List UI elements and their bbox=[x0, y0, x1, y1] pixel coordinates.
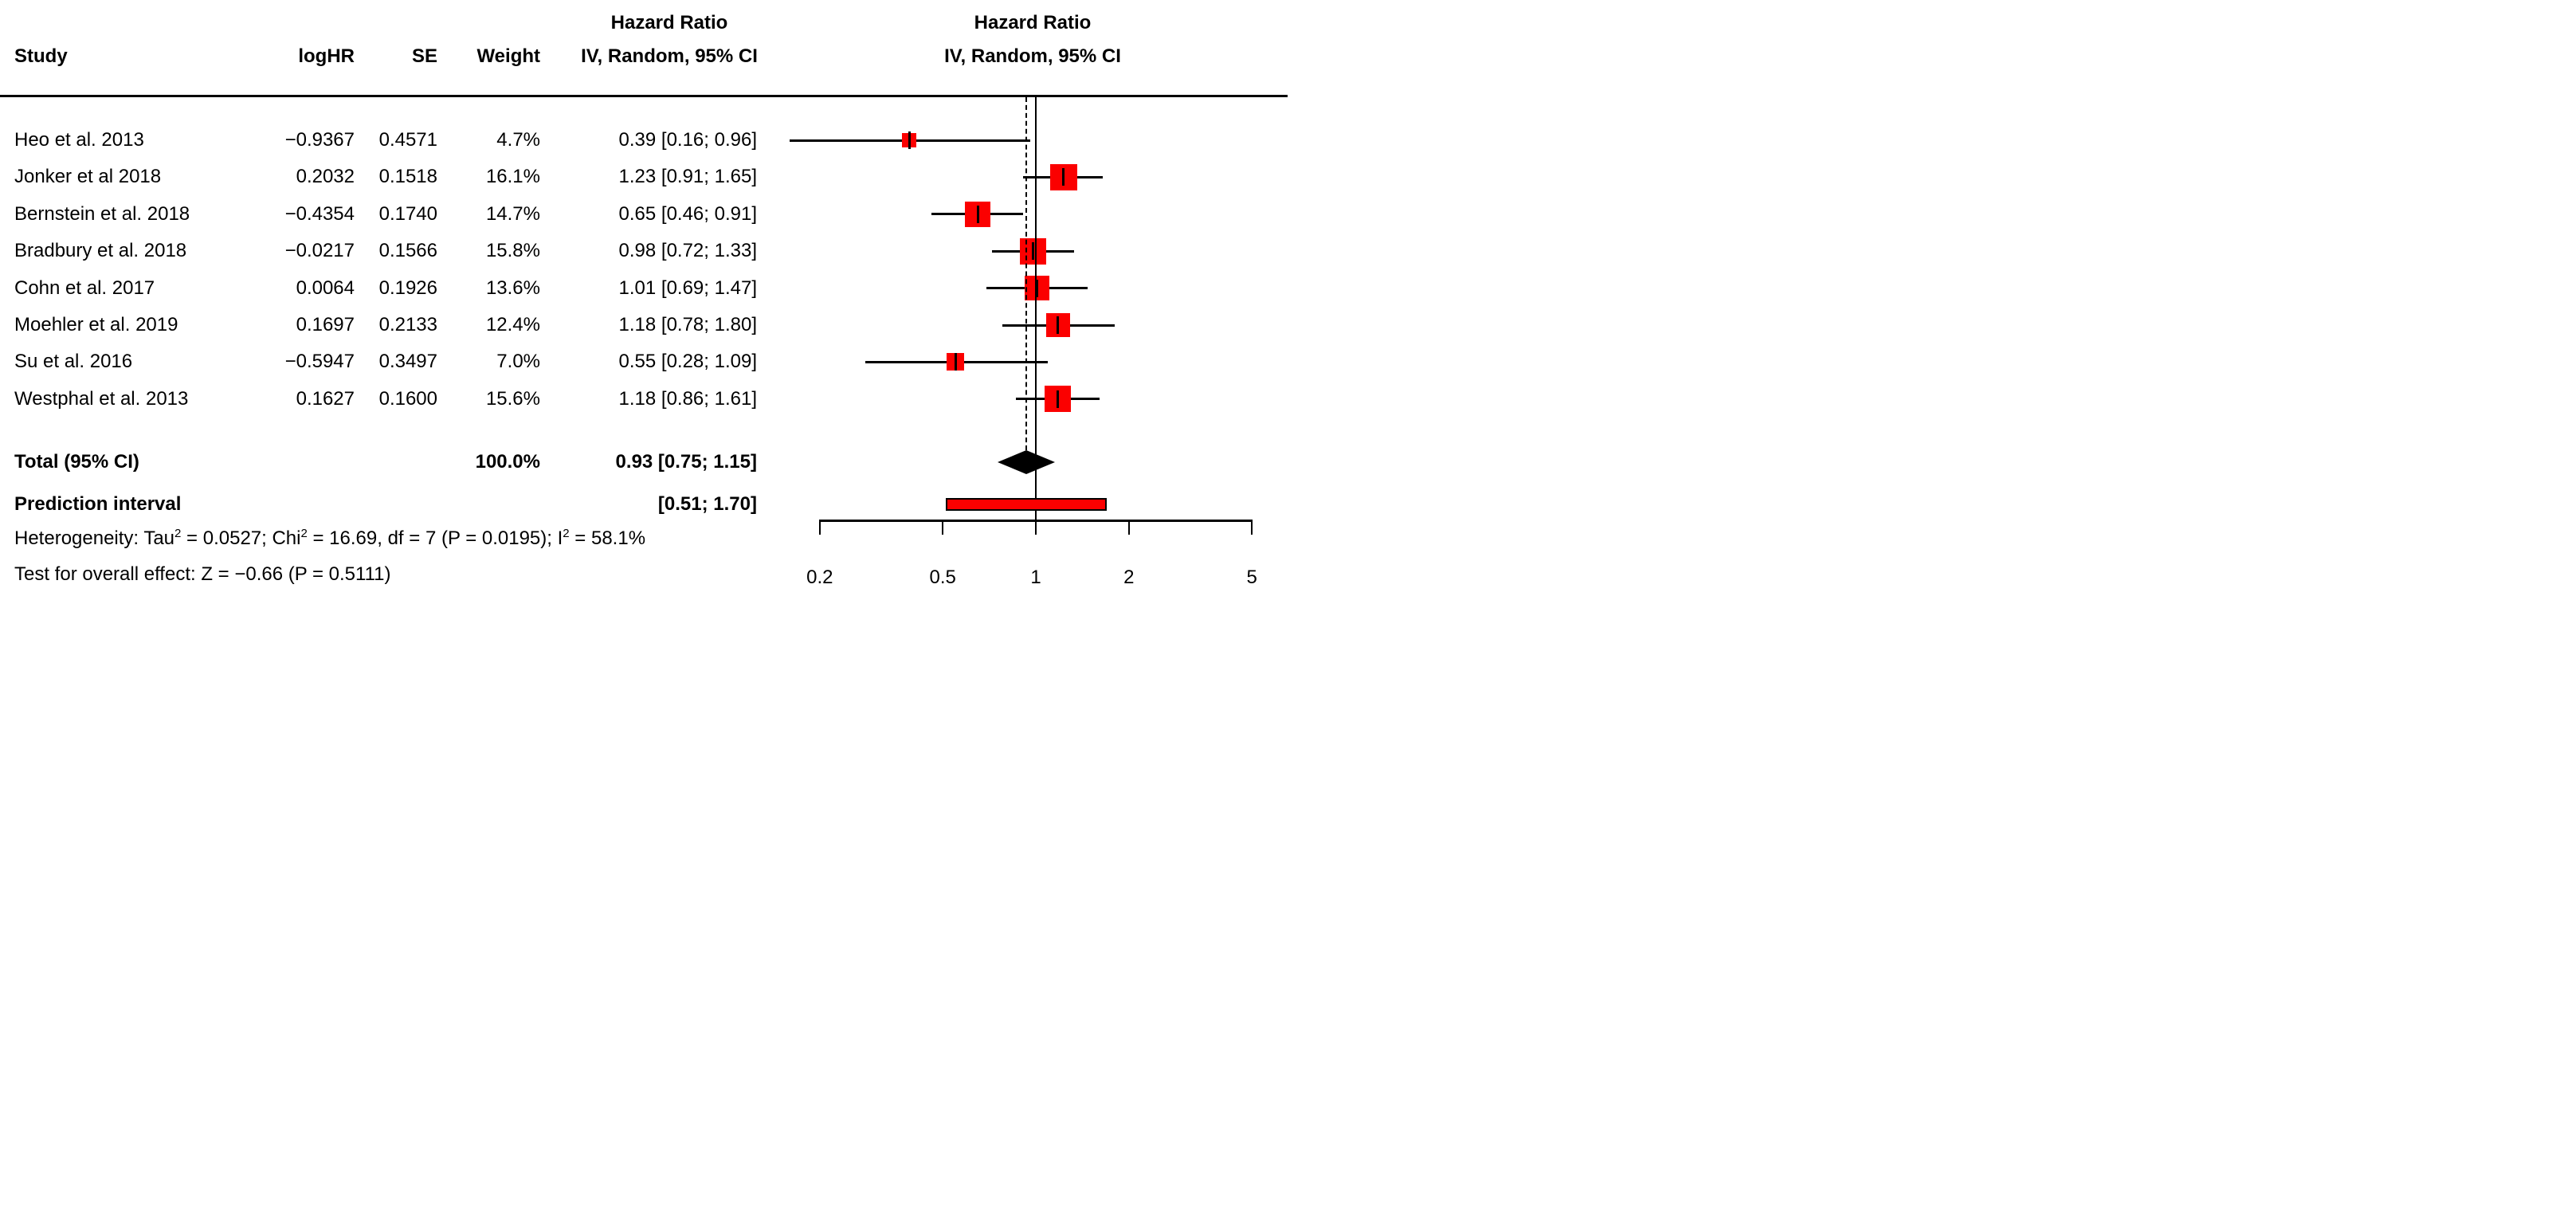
prediction-ci: [0.51; 1.70] bbox=[657, 493, 757, 515]
reference-line bbox=[1035, 96, 1037, 535]
effect-center-tick bbox=[1057, 316, 1060, 334]
se-value: 0.1518 bbox=[378, 166, 437, 188]
ci-value: 0.65 [0.46; 0.91] bbox=[618, 202, 757, 225]
prediction-interval-bar bbox=[945, 498, 1108, 511]
ci-value: 1.01 [0.69; 1.47] bbox=[618, 277, 757, 299]
effect-center-tick bbox=[976, 205, 979, 223]
study-label: Cohn et al. 2017 bbox=[14, 277, 155, 299]
x-axis-tick bbox=[1251, 520, 1253, 535]
se-value: 0.1926 bbox=[378, 277, 437, 299]
loghr-value: −0.9367 bbox=[284, 129, 355, 151]
loghr-value: 0.1697 bbox=[296, 314, 355, 335]
ci-value: 1.18 [0.86; 1.61] bbox=[618, 387, 757, 410]
weight-value: 15.6% bbox=[485, 387, 540, 410]
heterogeneity-note: Heterogeneity: Tau2 = 0.0527; Chi2 = 16.… bbox=[14, 527, 646, 549]
study-label: Westphal et al. 2013 bbox=[14, 387, 189, 410]
ci-value: 1.23 [0.91; 1.65] bbox=[618, 166, 757, 188]
effect-center-tick bbox=[1036, 279, 1039, 297]
se-value: 0.1740 bbox=[378, 202, 437, 225]
superscript: 2 bbox=[563, 527, 570, 540]
study-label: Moehler et al. 2019 bbox=[14, 314, 178, 335]
ci-value: 0.39 [0.16; 0.96] bbox=[618, 129, 757, 151]
superscript: 2 bbox=[174, 527, 182, 540]
prediction-label: Prediction interval bbox=[14, 493, 182, 515]
se-value: 0.4571 bbox=[378, 129, 437, 151]
x-axis-tick-label: 5 bbox=[1246, 567, 1257, 588]
weight-value: 7.0% bbox=[496, 351, 540, 373]
weight-value: 13.6% bbox=[485, 277, 540, 299]
total-weight: 100.0% bbox=[475, 451, 540, 473]
study-label: Jonker et al 2018 bbox=[14, 166, 162, 188]
col-header-weight: Weight bbox=[476, 45, 540, 67]
weight-value: 12.4% bbox=[485, 314, 540, 335]
forest-plot-figure: Hazard Ratio Hazard Ratio Study logHR SE… bbox=[0, 0, 1288, 604]
overall-effect-note: Test for overall effect: Z = −0.66 (P = … bbox=[14, 563, 391, 585]
header-rule bbox=[0, 95, 1288, 97]
study-label: Bernstein et al. 2018 bbox=[14, 202, 190, 225]
weight-value: 14.7% bbox=[485, 202, 540, 225]
ci-method-header-right: IV, Random, 95% CI bbox=[944, 45, 1121, 67]
x-axis-tick-label: 2 bbox=[1123, 567, 1135, 588]
effect-center-tick bbox=[954, 353, 957, 371]
col-header-loghr: logHR bbox=[298, 45, 355, 67]
x-axis-tick-label: 0.2 bbox=[806, 567, 833, 588]
ci-value: 0.98 [0.72; 1.33] bbox=[618, 240, 757, 262]
ci-value: 1.18 [0.78; 1.80] bbox=[618, 314, 757, 335]
se-value: 0.2133 bbox=[378, 314, 437, 335]
x-axis-tick bbox=[1127, 520, 1130, 535]
study-label: Bradbury et al. 2018 bbox=[14, 240, 187, 262]
x-axis-tick bbox=[942, 520, 944, 535]
ci-method-header-left: IV, Random, 95% CI bbox=[581, 45, 758, 67]
study-label: Su et al. 2016 bbox=[14, 351, 133, 373]
x-axis-tick bbox=[1035, 520, 1037, 535]
loghr-value: 0.2032 bbox=[296, 166, 355, 188]
effect-center-tick bbox=[1062, 168, 1065, 186]
loghr-value: −0.0217 bbox=[284, 240, 355, 262]
weight-value: 4.7% bbox=[496, 129, 540, 151]
study-label: Heo et al. 2013 bbox=[14, 129, 144, 151]
se-value: 0.3497 bbox=[378, 351, 437, 373]
weight-value: 15.8% bbox=[485, 240, 540, 262]
col-header-se: SE bbox=[411, 45, 437, 67]
ci-value: 0.55 [0.28; 1.09] bbox=[618, 351, 757, 373]
summary-diamond bbox=[997, 450, 1055, 474]
col-header-study: Study bbox=[14, 45, 68, 67]
hazard-ratio-title-right: Hazard Ratio bbox=[974, 12, 1092, 33]
x-axis-tick bbox=[818, 520, 821, 535]
pooled-estimate-dashed-line bbox=[1025, 97, 1027, 450]
loghr-value: 0.0064 bbox=[296, 277, 355, 299]
total-label: Total (95% CI) bbox=[14, 451, 139, 473]
hazard-ratio-title-left: Hazard Ratio bbox=[610, 12, 728, 33]
se-value: 0.1600 bbox=[378, 387, 437, 410]
se-value: 0.1566 bbox=[378, 240, 437, 262]
effect-center-tick bbox=[908, 131, 911, 149]
effect-center-tick bbox=[1032, 242, 1035, 261]
loghr-value: −0.4354 bbox=[284, 202, 355, 225]
x-axis-tick-label: 0.5 bbox=[929, 567, 956, 588]
superscript: 2 bbox=[300, 527, 308, 540]
loghr-value: 0.1627 bbox=[296, 387, 355, 410]
total-ci: 0.93 [0.75; 1.15] bbox=[615, 451, 757, 473]
loghr-value: −0.5947 bbox=[284, 351, 355, 373]
x-axis-tick-label: 1 bbox=[1030, 567, 1041, 588]
effect-center-tick bbox=[1057, 390, 1060, 408]
weight-value: 16.1% bbox=[485, 166, 540, 188]
